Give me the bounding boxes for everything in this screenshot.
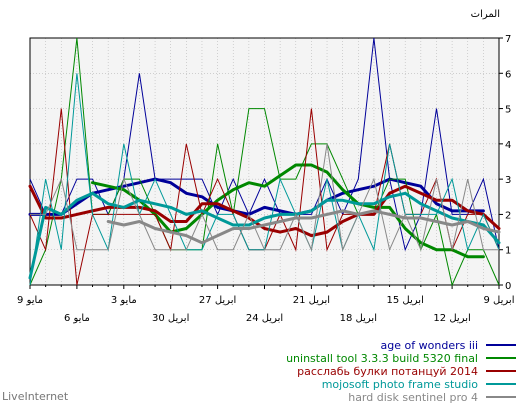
y-tick-label: 3 (505, 175, 511, 186)
brand-label: LiveInternet (2, 390, 69, 403)
plot-area (29, 37, 500, 286)
x-tick-label: 27 ابريل (199, 295, 236, 306)
legend-label: uninstall tool 3.3.3 build 5320 final (286, 352, 478, 365)
x-axis: 9 مايو 3 مايو 27 ابريل 21 ابريل 15 ابريل 9 اب… (17, 285, 514, 324)
y-tick-label: 1 (505, 246, 511, 257)
y-tick-label: 5 (505, 105, 511, 116)
legend-label: mojosoft photo frame studio (322, 378, 479, 391)
y-tick-label: 0 (505, 281, 511, 292)
x-tick-label: 18 ابريل (340, 313, 377, 324)
x-tick-label: 12 ابريل (433, 313, 470, 324)
y-tick-label: 4 (505, 140, 511, 151)
series-5 (30, 143, 501, 252)
x-tick-label: 24 ابريل (246, 313, 283, 324)
y-tick-label: 2 (505, 210, 511, 221)
legend-label: age of wonders iii (381, 339, 478, 352)
y-tick-label: 7 (505, 34, 511, 45)
x-tick-label: 3 مايو (111, 295, 137, 306)
y-axis: 0 1 2 3 4 5 6 7 (499, 34, 511, 292)
legend-label: расслабь булки потанцуй 2014 (297, 365, 478, 378)
legend-label: hard disk sentinel pro 4 (348, 391, 478, 404)
series-average-line (28, 184, 501, 238)
y-axis-label: المرات (471, 9, 500, 20)
x-tick-label: 30 ابريل (152, 313, 189, 324)
series-layer (28, 37, 501, 287)
x-tick-label: 9 مايو (17, 295, 43, 306)
series-average-line (28, 191, 501, 280)
y-tick-label: 6 (505, 69, 511, 80)
series-average-line (28, 177, 485, 216)
x-tick-label: 6 مايو (64, 313, 90, 324)
x-tick-label: 15 ابريل (387, 295, 424, 306)
x-tick-label: 9 ابريل (484, 295, 515, 306)
series-average-line (91, 163, 485, 259)
series-average-line (106, 209, 501, 245)
series-daily-line (30, 143, 499, 252)
x-tick-label: 21 ابريل (293, 295, 330, 306)
